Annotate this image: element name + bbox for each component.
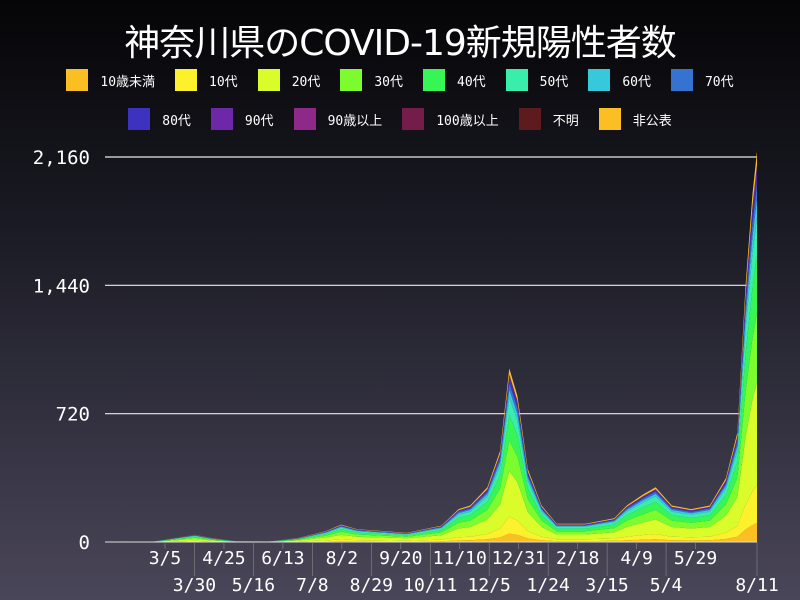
legend-item: 100歳以上 xyxy=(402,108,499,130)
legend-item: 50代 xyxy=(505,69,569,91)
legend-item: 30代 xyxy=(340,69,403,91)
legend-item: 非公表 xyxy=(598,108,672,130)
legend-item: 90歳以上 xyxy=(293,108,383,130)
chart-title: 神奈川県のCOVID-19新規陽性者数 xyxy=(124,23,677,64)
legend-row-2: 80代 90代 90歳以上 100歳以上 不明 非公表 xyxy=(0,108,800,130)
legend-label: 90代 xyxy=(244,113,274,129)
legend-swatch xyxy=(340,69,363,91)
legend-item: 60代 xyxy=(588,69,651,91)
x-tick-label: 11/10 xyxy=(433,548,487,569)
x-tick-label: 5/4 xyxy=(650,575,683,596)
legend-label: 30代 xyxy=(374,74,403,90)
area-series-10 xyxy=(105,165,757,542)
legend-swatch xyxy=(257,69,280,91)
legend-item: 70代 xyxy=(670,69,734,91)
y-tick-label: 0 xyxy=(79,532,90,554)
legend-swatch xyxy=(423,69,445,91)
legend-swatch xyxy=(588,69,611,91)
x-tick-label: 12/31 xyxy=(492,548,546,569)
legend-item: 90代 xyxy=(210,108,274,130)
legend-row-1: 10歳未満 10代 20代 30代 40代 50代 60代 70代 xyxy=(0,69,800,91)
x-tick-label: 6/13 xyxy=(261,548,304,569)
legend-label: 不明 xyxy=(552,113,579,129)
x-tick-label: 8/29 xyxy=(350,575,393,596)
x-tick-label: 4/9 xyxy=(620,548,653,569)
legend-swatch xyxy=(402,108,425,130)
x-tick-label: 7/8 xyxy=(296,575,329,596)
y-tick-label: 720 xyxy=(56,404,90,426)
y-tick-label: 2,160 xyxy=(33,147,90,169)
legend-swatch xyxy=(175,69,198,91)
legend-label: 50代 xyxy=(539,74,569,90)
legend-swatch xyxy=(210,108,233,130)
x-tick-label: 4/25 xyxy=(202,548,245,569)
area-series-8 xyxy=(105,172,757,542)
x-tick-label: 3/5 xyxy=(149,548,182,569)
legend-swatch xyxy=(66,69,89,91)
legend-item: 80代 xyxy=(128,108,191,130)
legend-label: 10代 xyxy=(209,74,238,90)
x-tick-label: 5/16 xyxy=(232,575,275,596)
legend-item: 10歳未満 xyxy=(66,69,155,91)
legend-label: 10歳未満 xyxy=(100,74,156,90)
x-tick-label: 3/30 xyxy=(173,575,216,596)
legend-swatch xyxy=(598,108,621,130)
x-tick-label: 2/18 xyxy=(556,548,599,569)
x-tick-label: 5/29 xyxy=(674,548,717,569)
x-tick-label: 8/11 xyxy=(735,575,778,596)
legend-label: 40代 xyxy=(457,74,486,90)
x-tick-label: 9/20 xyxy=(379,548,422,569)
legend-label: 90歳以上 xyxy=(327,113,383,129)
legend-swatch xyxy=(128,108,151,130)
area-series-6 xyxy=(105,198,757,542)
legend-swatch xyxy=(670,69,693,91)
x-tick-label: 3/15 xyxy=(585,575,628,596)
legend-label: 60代 xyxy=(622,74,651,90)
legend-item: 40代 xyxy=(423,69,486,91)
x-tick-label: 12/5 xyxy=(468,575,511,596)
x-tick-label: 10/11 xyxy=(403,575,457,596)
legend-label: 80代 xyxy=(162,113,191,129)
area-series-7 xyxy=(105,183,757,542)
legend-swatch xyxy=(518,108,541,130)
legend-item: 10代 xyxy=(175,69,238,91)
legend-label: 70代 xyxy=(704,74,734,90)
legend-swatch xyxy=(505,69,528,91)
y-tick-label: 1,440 xyxy=(33,275,90,297)
area-series-12 xyxy=(105,164,757,542)
legend-label: 20代 xyxy=(291,74,321,90)
legend-label: 100歳以上 xyxy=(436,113,499,129)
x-tick-label: 1/24 xyxy=(526,575,569,596)
x-tick-label: 8/2 xyxy=(326,548,359,569)
legend-swatch xyxy=(293,108,316,130)
area-series-9 xyxy=(105,166,757,543)
area-series-11 xyxy=(105,165,757,542)
legend-label: 非公表 xyxy=(632,113,672,129)
legend-item: 不明 xyxy=(518,108,579,130)
area-series-13 xyxy=(105,151,757,542)
legend-item: 20代 xyxy=(257,69,321,91)
